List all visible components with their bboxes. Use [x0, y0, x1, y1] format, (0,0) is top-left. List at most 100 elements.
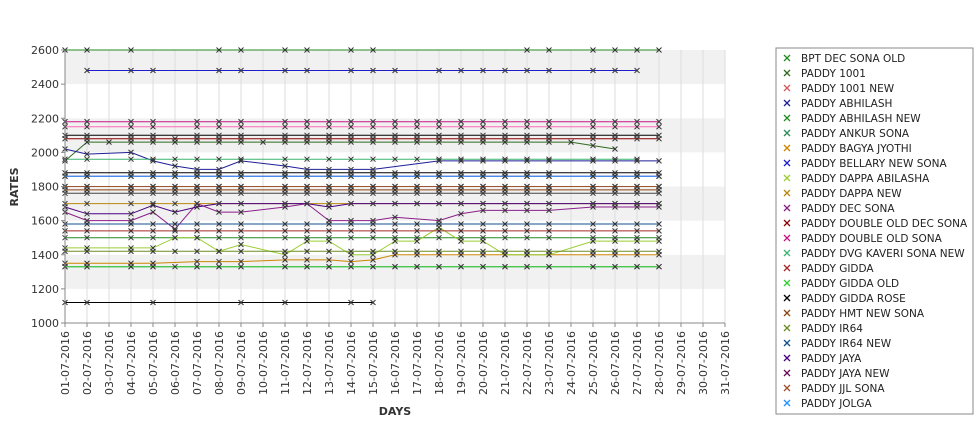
data-point — [546, 173, 552, 180]
x-tick-label: 29-07-2016 — [675, 331, 688, 395]
data-point — [216, 258, 222, 265]
data-point — [524, 190, 530, 197]
data-point — [612, 47, 618, 53]
data-point — [502, 183, 508, 190]
data-point — [546, 132, 552, 139]
data-point — [84, 221, 90, 227]
data-point — [370, 118, 376, 125]
x-tick-label: 02-07-2016 — [81, 331, 94, 395]
data-point — [304, 156, 310, 163]
data-point — [84, 173, 90, 180]
data-point — [392, 132, 398, 139]
x-tick-label: 10-07-2016 — [257, 331, 270, 395]
data-point — [656, 263, 662, 270]
legend-entry: PADDY IR64 NEW — [801, 338, 892, 350]
data-point — [458, 183, 464, 190]
data-point — [612, 221, 618, 227]
legend-marker — [783, 189, 791, 197]
data-point — [414, 190, 420, 197]
data-point — [502, 173, 508, 180]
data-point — [150, 234, 156, 241]
data-point — [326, 173, 332, 180]
data-point — [150, 156, 156, 163]
x-tick-label: 27-07-2016 — [631, 331, 644, 395]
data-point — [348, 47, 354, 53]
data-point — [282, 234, 288, 241]
x-tick-label: 19-07-2016 — [455, 331, 468, 395]
data-point — [150, 190, 156, 197]
legend-entry: PADDY HMT NEW SONA — [801, 308, 925, 320]
data-point — [502, 248, 508, 255]
data-point — [480, 173, 486, 180]
data-point — [216, 123, 222, 130]
legend-entry: PADDY BELLARY NEW SONA — [801, 158, 948, 170]
data-point — [634, 200, 640, 207]
data-point — [304, 238, 310, 244]
data-point — [634, 67, 640, 74]
data-point — [436, 132, 442, 139]
data-point — [590, 123, 596, 130]
data-point — [458, 228, 464, 234]
data-point — [480, 207, 486, 214]
data-point — [634, 132, 640, 139]
data-point — [458, 118, 464, 125]
data-point — [590, 228, 596, 234]
x-axis-label: DAYS — [379, 405, 412, 418]
data-point — [612, 156, 618, 163]
y-tick-labels: 1000 1200 1400 1600 1800 2000 2200 2400 2600 — [31, 44, 59, 330]
x-tick-label: 15-07-2016 — [367, 331, 380, 395]
data-point — [392, 228, 398, 234]
data-point — [216, 156, 222, 163]
x-tick-label: 04-07-2016 — [125, 331, 138, 395]
data-point — [260, 139, 266, 145]
data-point — [612, 263, 618, 270]
data-point — [150, 299, 156, 306]
data-point — [392, 263, 398, 270]
data-point — [172, 234, 178, 241]
data-point — [590, 156, 596, 163]
data-point — [634, 47, 640, 53]
data-point — [502, 67, 508, 74]
data-point — [392, 221, 398, 227]
data-point — [480, 67, 486, 74]
data-point — [546, 263, 552, 270]
data-point — [436, 67, 442, 74]
legend-entry: PADDY ANKUR SONA — [801, 128, 910, 140]
data-point — [546, 228, 552, 234]
data-point — [656, 47, 662, 53]
data-point — [590, 158, 596, 164]
data-point — [172, 263, 178, 270]
data-point — [216, 173, 222, 180]
data-point — [326, 204, 332, 210]
data-point — [634, 156, 640, 163]
data-point — [172, 163, 178, 169]
data-point — [216, 228, 222, 234]
data-point — [502, 234, 508, 241]
data-point — [348, 67, 354, 74]
series-line-1 — [64, 141, 616, 162]
data-point — [502, 118, 508, 125]
data-point — [194, 190, 200, 197]
data-point — [458, 238, 464, 244]
data-point — [128, 156, 134, 163]
data-point — [480, 123, 486, 130]
data-point — [150, 263, 156, 270]
data-point — [326, 257, 332, 263]
data-point — [502, 190, 508, 197]
y-tick-label: 2600 — [31, 44, 59, 57]
data-point — [458, 263, 464, 270]
data-point — [326, 248, 332, 255]
data-point — [524, 207, 530, 214]
x-tick-label: 01-07-2016 — [59, 331, 72, 395]
data-point — [282, 156, 288, 163]
data-point — [524, 47, 530, 53]
data-point — [590, 248, 596, 255]
data-point — [84, 228, 90, 234]
data-point — [216, 47, 222, 53]
data-point — [436, 221, 442, 227]
data-point — [392, 200, 398, 207]
data-point — [502, 158, 508, 164]
data-point — [480, 228, 486, 234]
data-point — [480, 238, 486, 244]
legend-entry: PADDY 1001 — [801, 68, 866, 80]
